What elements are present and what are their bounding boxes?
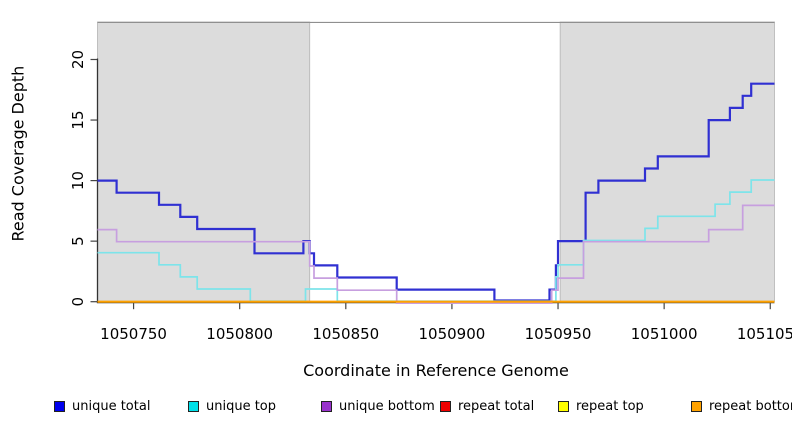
series-line-unique-top xyxy=(97,179,775,303)
y-tick-label: 0 xyxy=(69,297,87,307)
legend-label: repeat top xyxy=(576,399,644,414)
x-tick-label: 1050950 xyxy=(525,325,592,343)
y-tick-label: 10 xyxy=(69,171,87,190)
legend-swatch-repeat-total xyxy=(440,401,451,412)
x-tick-label: 1050850 xyxy=(312,325,379,343)
y-tick-label: 20 xyxy=(69,50,87,69)
y-tick-label: 15 xyxy=(69,111,87,130)
legend-swatch-repeat-bottom xyxy=(691,401,702,412)
shaded-region xyxy=(97,21,311,303)
legend-item-unique-top: unique top xyxy=(188,400,276,413)
x-axis-title: Coordinate in Reference Genome xyxy=(303,361,569,380)
legend-item-repeat-top: repeat top xyxy=(558,400,644,413)
legend-label: unique total xyxy=(72,399,151,414)
x-tick-label: 1050900 xyxy=(419,325,486,343)
legend-item-repeat-bottom: repeat bottom xyxy=(691,400,792,413)
legend-label: unique top xyxy=(206,399,277,414)
y-axis-title: Read Coverage Depth xyxy=(8,65,28,242)
y-tick-label: 5 xyxy=(69,236,87,246)
x-tick-label: 1050800 xyxy=(206,325,273,343)
legend-item-unique-total: unique total xyxy=(54,400,150,413)
series-line-unique-bottom xyxy=(97,204,775,305)
shaded-region xyxy=(559,21,775,303)
legend-swatch-unique-top xyxy=(188,401,199,412)
legend-item-repeat-total: repeat total xyxy=(440,400,534,413)
x-tick-label: 1051000 xyxy=(631,325,698,343)
x-tick-label: 1050750 xyxy=(100,325,167,343)
legend-item-unique-bottom: unique bottom xyxy=(321,400,435,413)
legend-swatch-unique-bottom xyxy=(321,401,332,412)
legend-label: unique bottom xyxy=(339,399,435,414)
legend-label: repeat total xyxy=(458,399,535,414)
legend-label: repeat bottom xyxy=(709,399,792,414)
legend-swatch-unique-total xyxy=(54,401,65,412)
legend-swatch-repeat-top xyxy=(558,401,569,412)
